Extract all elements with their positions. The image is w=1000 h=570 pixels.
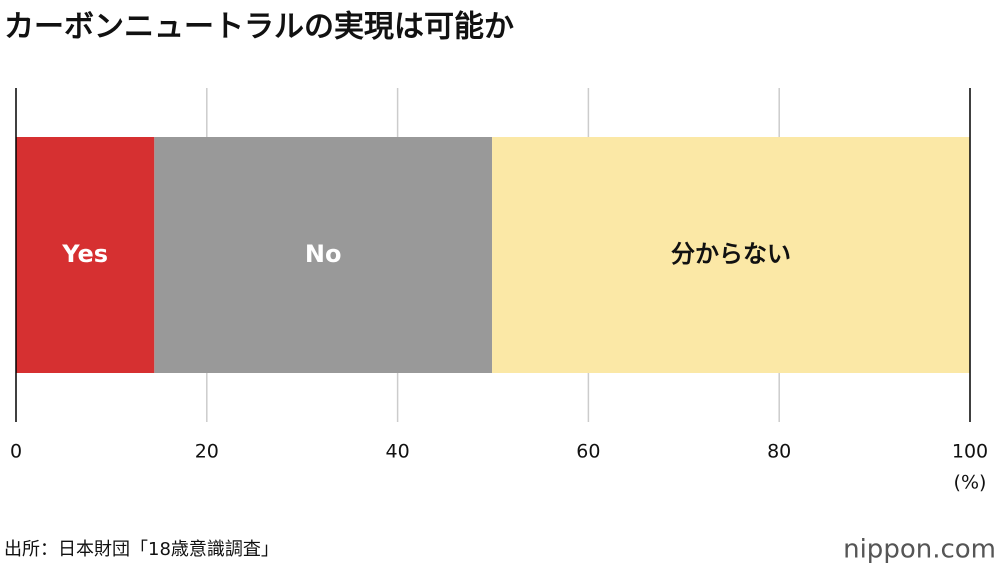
x-tick-label: 20 — [195, 441, 219, 463]
bar-segment — [16, 137, 155, 373]
segment-label: Yes — [61, 240, 108, 268]
source: 出所：日本財団「18歳意識調査」 — [4, 539, 279, 560]
x-tick-label: 0 — [10, 441, 22, 463]
logo: nippon.com — [843, 535, 996, 565]
segment-label: 分からない — [671, 240, 791, 268]
x-axis-unit: (%) — [954, 472, 987, 494]
x-tick-label: 80 — [767, 441, 791, 463]
x-tick-label: 60 — [576, 441, 600, 463]
chart-title: カーボンニュートラルの実現は可能か — [4, 10, 514, 45]
bar-segment — [492, 137, 970, 373]
segment-label: No — [305, 240, 342, 268]
bar-segment — [154, 137, 493, 373]
x-tick-label: 40 — [386, 441, 410, 463]
x-tick-label: 100 — [952, 441, 988, 463]
